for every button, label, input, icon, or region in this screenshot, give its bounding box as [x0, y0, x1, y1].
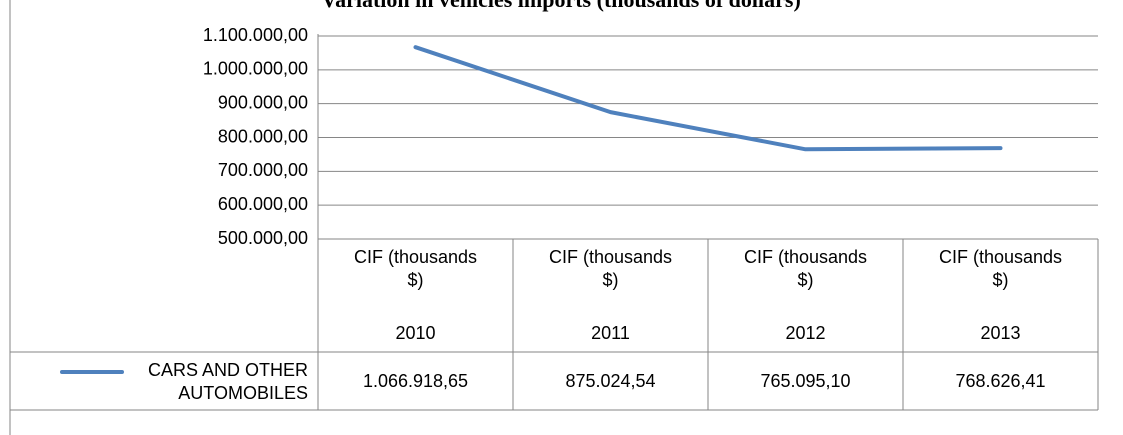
y-tick-label: 700.000,00 [218, 160, 308, 180]
y-tick-label: 1.000.000,00 [203, 59, 308, 79]
chart-title: Variation in vehicles imports (thousands… [321, 0, 801, 12]
data-table-value: 1.066.918,65 [362, 371, 469, 391]
data-table-value: 875.024,54 [565, 371, 656, 391]
legend-label: CARS AND OTHER AUTOMOBILES [147, 360, 308, 403]
data-table-value: 768.626,41 [955, 371, 1046, 391]
y-tick-label: 1.100.000,00 [203, 25, 308, 45]
data-table-value: 765.095,10 [760, 371, 851, 391]
category-group-label: CIF (thousands $) [938, 247, 1063, 290]
category-group-label: CIF (thousands $) [548, 247, 673, 290]
x-tick-label: 2010 [395, 323, 436, 343]
category-group-label: CIF (thousands $) [353, 247, 478, 290]
category-group-label: CIF (thousands $) [743, 247, 868, 290]
y-tick-label: 800.000,00 [218, 126, 308, 146]
x-tick-label: 2012 [785, 323, 826, 343]
y-tick-label: 500.000,00 [218, 228, 308, 248]
x-tick-label: 2013 [980, 323, 1021, 343]
y-tick-label: 900.000,00 [218, 92, 308, 112]
x-tick-label: 2011 [591, 323, 630, 343]
series-line [413, 45, 1003, 152]
y-tick-label: 600.000,00 [218, 194, 308, 214]
